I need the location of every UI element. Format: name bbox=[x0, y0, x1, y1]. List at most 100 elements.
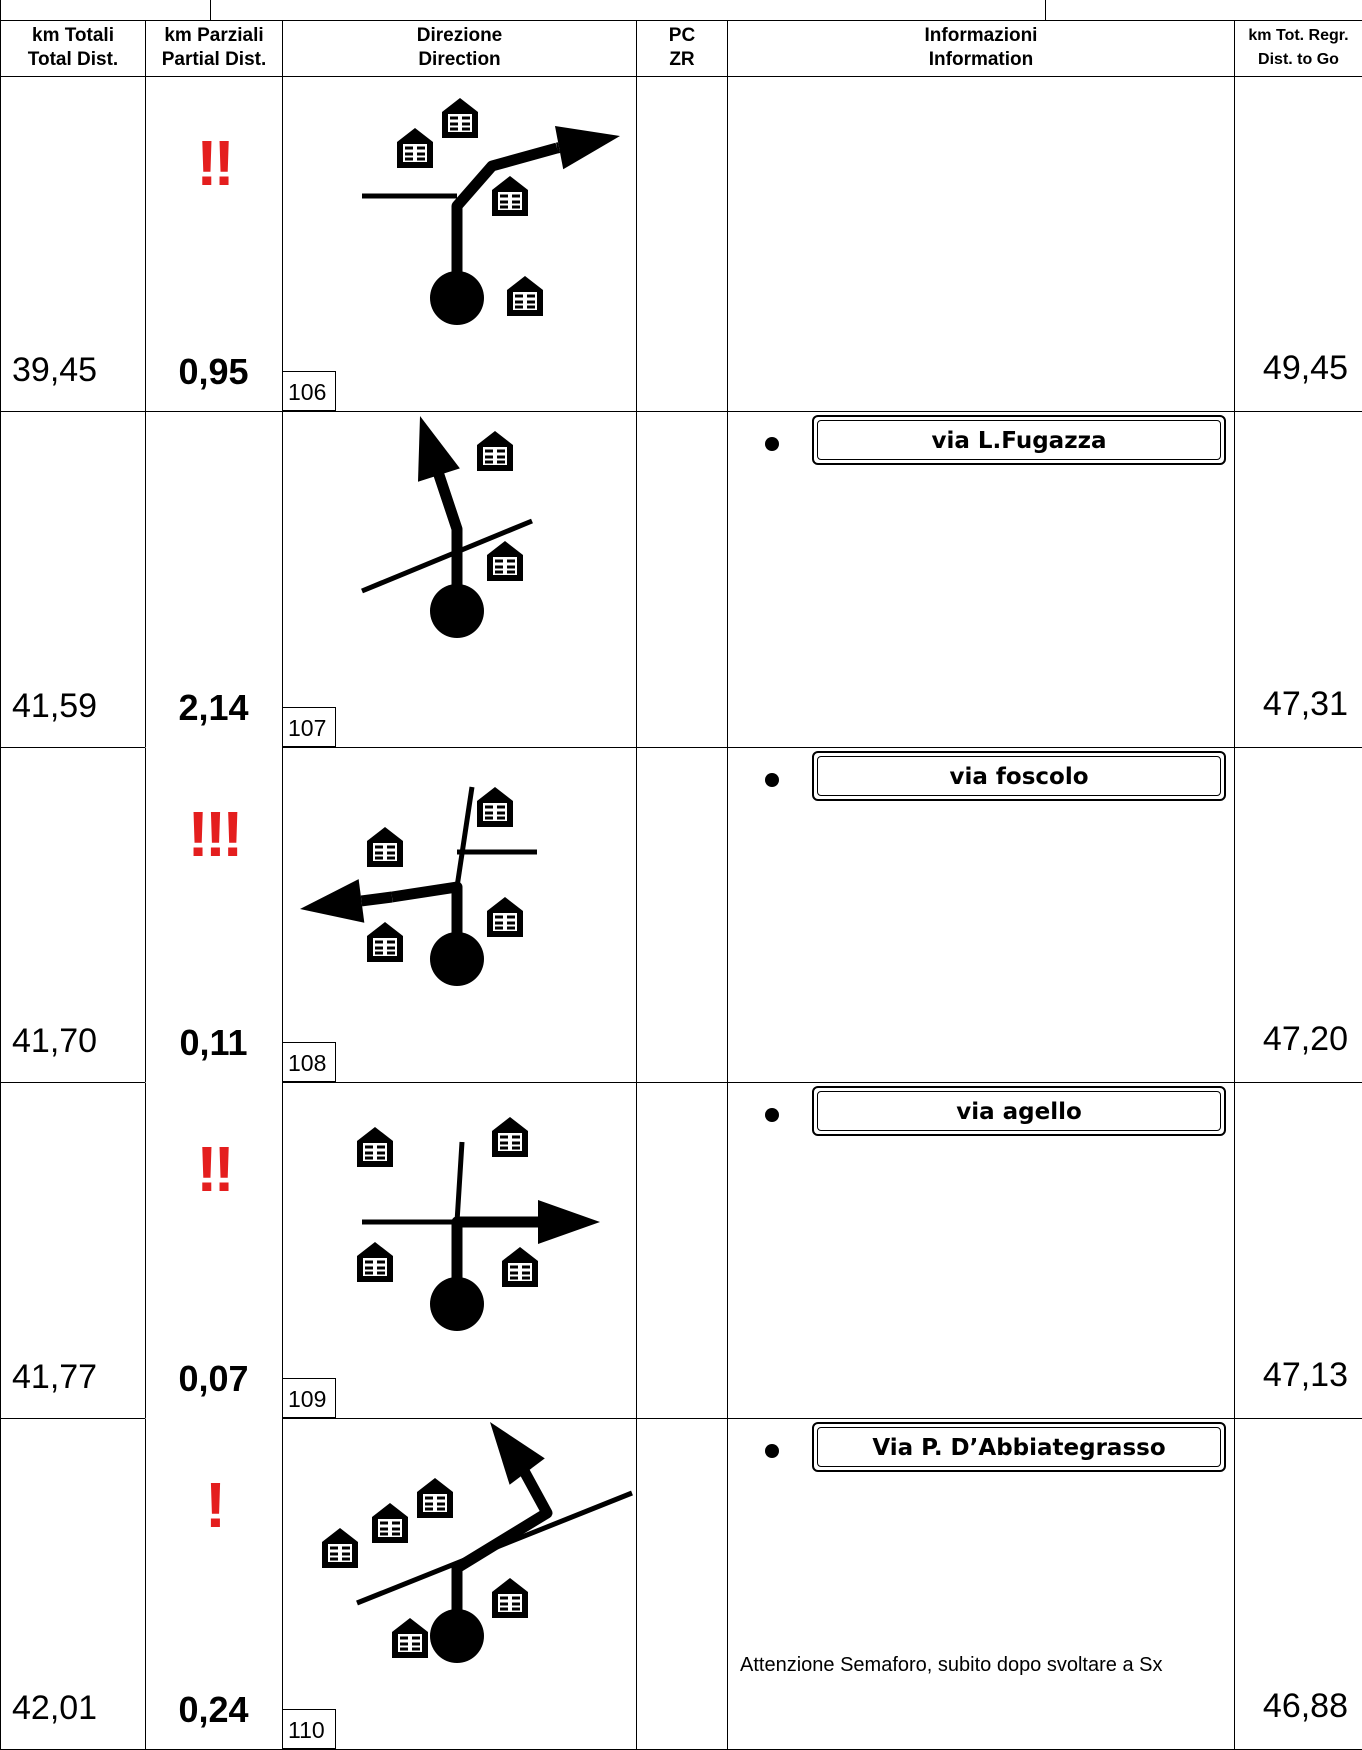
diagram-shape bbox=[361, 897, 392, 901]
diagram-shape bbox=[555, 126, 620, 169]
house-icon bbox=[357, 1127, 393, 1167]
header-label: Direction bbox=[283, 48, 636, 72]
diagram-shape bbox=[437, 469, 439, 475]
house-icon bbox=[322, 1528, 358, 1568]
direction-diagram bbox=[282, 747, 636, 1037]
top-strip-cell bbox=[1045, 0, 1362, 21]
distance-to-go: 47,31 bbox=[1263, 685, 1348, 724]
diagram-shape bbox=[437, 469, 457, 591]
partial-distance: 0,07 bbox=[145, 1358, 282, 1400]
header-label: Partial Dist. bbox=[146, 48, 282, 72]
header-label: Information bbox=[728, 48, 1234, 72]
waypoint-number: 110 bbox=[282, 1709, 336, 1749]
bullet bbox=[765, 1108, 779, 1122]
table-cell bbox=[636, 411, 728, 748]
street-name: via L.Fugazza bbox=[817, 420, 1221, 460]
table-cell bbox=[636, 1418, 728, 1750]
warning-marks: !!! bbox=[145, 797, 282, 871]
distance-to-go: 47,20 bbox=[1263, 1020, 1348, 1059]
header-label: Direzione bbox=[283, 24, 636, 48]
waypoint-number: 107 bbox=[282, 707, 336, 747]
junction-dot bbox=[430, 1609, 484, 1663]
house-icon bbox=[477, 431, 513, 471]
waypoint-number: 109 bbox=[282, 1378, 336, 1418]
diagram-shape bbox=[457, 787, 472, 887]
waypoint-number: 108 bbox=[282, 1042, 336, 1082]
house-icon bbox=[492, 176, 528, 216]
direction-diagram bbox=[282, 1082, 636, 1373]
partial-distance: 0,11 bbox=[145, 1022, 282, 1064]
house-icon bbox=[372, 1503, 408, 1543]
warning-marks: !! bbox=[145, 1132, 282, 1206]
warning-marks: !! bbox=[145, 126, 282, 200]
header-cell: km Tot. Regr.Dist. to Go bbox=[1234, 20, 1362, 77]
header-label: Informazioni bbox=[728, 24, 1234, 48]
diagram-shape bbox=[490, 1422, 545, 1485]
partial-distance: 0,95 bbox=[145, 351, 282, 393]
house-icon bbox=[357, 1242, 393, 1282]
header-label: Dist. to Go bbox=[1235, 48, 1362, 72]
direction-diagram bbox=[282, 76, 636, 366]
total-distance: 41,59 bbox=[12, 687, 97, 726]
house-icon bbox=[502, 1247, 538, 1287]
street-sign: via L.Fugazza bbox=[812, 415, 1226, 465]
table-cell bbox=[636, 76, 728, 412]
table-cell bbox=[636, 747, 728, 1083]
top-strip-cell bbox=[0, 0, 211, 21]
street-sign: via foscolo bbox=[812, 751, 1226, 801]
distance-to-go: 47,13 bbox=[1263, 1356, 1348, 1395]
bullet bbox=[765, 1444, 779, 1458]
house-icon bbox=[367, 827, 403, 867]
header-label: ZR bbox=[637, 48, 727, 72]
top-strip-cell bbox=[210, 0, 1046, 21]
direction-diagram bbox=[282, 1418, 636, 1704]
house-icon bbox=[392, 1618, 428, 1658]
distance-to-go: 46,88 bbox=[1263, 1687, 1348, 1726]
total-distance: 42,01 bbox=[12, 1689, 97, 1728]
distance-to-go: 49,45 bbox=[1263, 349, 1348, 388]
header-label: Total Dist. bbox=[1, 48, 145, 72]
bullet bbox=[765, 437, 779, 451]
diagram-shape bbox=[457, 1142, 462, 1222]
house-icon bbox=[477, 787, 513, 827]
waypoint-number: 106 bbox=[282, 371, 336, 411]
header-label: PC bbox=[637, 24, 727, 48]
table-cell bbox=[636, 1082, 728, 1419]
header-label: km Totali bbox=[1, 24, 145, 48]
total-distance: 39,45 bbox=[12, 351, 97, 390]
house-icon bbox=[492, 1117, 528, 1157]
diagram-shape bbox=[538, 1200, 600, 1244]
house-icon bbox=[487, 897, 523, 937]
house-icon bbox=[417, 1478, 453, 1518]
street-sign: Via P. D’Abbiategrasso bbox=[812, 1422, 1226, 1472]
header-label: km Parziali bbox=[146, 24, 282, 48]
diagram-shape bbox=[300, 879, 364, 923]
partial-distance: 2,14 bbox=[145, 687, 282, 729]
junction-dot bbox=[430, 584, 484, 638]
direction-diagram bbox=[282, 411, 636, 702]
diagram-shape bbox=[392, 887, 457, 942]
house-icon bbox=[507, 276, 543, 316]
house-icon bbox=[442, 98, 478, 138]
house-icon bbox=[492, 1578, 528, 1618]
header-label: km Tot. Regr. bbox=[1235, 24, 1362, 48]
junction-dot bbox=[430, 271, 484, 325]
total-distance: 41,70 bbox=[12, 1022, 97, 1061]
table-cell bbox=[727, 76, 1235, 412]
house-icon bbox=[487, 541, 523, 581]
street-name: Via P. D’Abbiategrasso bbox=[817, 1427, 1221, 1467]
junction-dot bbox=[430, 932, 484, 986]
total-distance: 41,77 bbox=[12, 1358, 97, 1397]
house-icon bbox=[367, 922, 403, 962]
street-name: via agello bbox=[817, 1091, 1221, 1131]
bullet bbox=[765, 773, 779, 787]
street-name: via foscolo bbox=[817, 756, 1221, 796]
note: Attenzione Semaforo, subito dopo svoltar… bbox=[740, 1653, 1220, 1677]
junction-dot bbox=[430, 1277, 484, 1331]
